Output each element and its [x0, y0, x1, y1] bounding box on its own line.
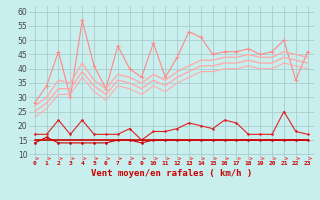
X-axis label: Vent moyen/en rafales ( km/h ): Vent moyen/en rafales ( km/h ): [91, 169, 252, 178]
